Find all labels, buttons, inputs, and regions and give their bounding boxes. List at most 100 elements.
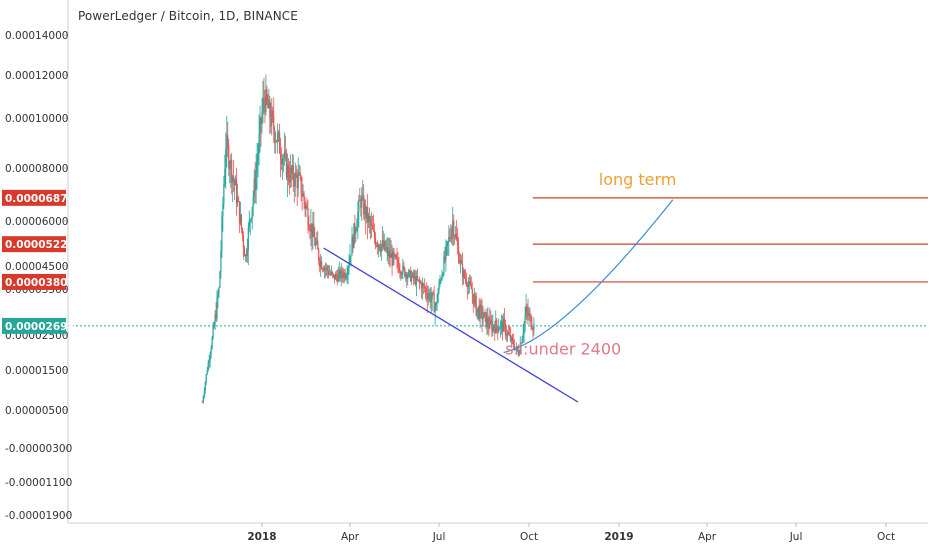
candle-body bbox=[401, 274, 403, 276]
candle-body bbox=[415, 276, 418, 285]
candle-body bbox=[356, 226, 358, 232]
candle-body bbox=[400, 272, 402, 275]
y-tick-label: 0.00014000 bbox=[5, 30, 68, 42]
y-tick-label: -0.00001900 bbox=[5, 510, 72, 522]
candle-body bbox=[232, 176, 234, 183]
candle-body bbox=[486, 317, 488, 327]
annotation-long-term: long term bbox=[599, 170, 677, 189]
x-tick-label: Jul bbox=[432, 531, 446, 543]
candle-body bbox=[393, 251, 395, 257]
candle-body bbox=[205, 374, 207, 383]
candle-body bbox=[355, 231, 357, 234]
candle-body bbox=[221, 216, 223, 251]
candle-body bbox=[398, 266, 400, 272]
candle-body bbox=[451, 228, 453, 239]
candle-body bbox=[305, 206, 307, 208]
candle-body bbox=[502, 318, 505, 332]
candle-body bbox=[273, 115, 275, 130]
candle-body bbox=[506, 332, 509, 336]
candle-body bbox=[372, 229, 375, 231]
candle-body bbox=[290, 167, 292, 174]
candle-body bbox=[380, 245, 382, 252]
candle-body bbox=[390, 253, 392, 258]
candle-body bbox=[533, 323, 535, 330]
candle-body bbox=[368, 216, 371, 220]
candle-body bbox=[458, 261, 461, 263]
candle-body bbox=[250, 218, 252, 220]
candle-body bbox=[313, 224, 315, 237]
candle-body bbox=[282, 158, 285, 159]
candle-body bbox=[490, 319, 492, 323]
candle-body bbox=[343, 272, 345, 278]
candle-body bbox=[382, 240, 384, 248]
candle-body bbox=[275, 140, 277, 143]
candle-body bbox=[522, 333, 524, 339]
candle-body bbox=[320, 260, 322, 268]
candle-body bbox=[387, 247, 389, 257]
candle-body bbox=[414, 276, 417, 285]
candle-body bbox=[508, 334, 511, 336]
candle-body bbox=[505, 335, 508, 336]
candle-body bbox=[368, 216, 370, 223]
candle-body bbox=[378, 244, 380, 250]
candle-body bbox=[256, 162, 258, 171]
candle-body bbox=[351, 236, 353, 256]
candle-body bbox=[237, 198, 240, 202]
trendline bbox=[323, 247, 579, 403]
candle-body bbox=[440, 279, 442, 281]
candle-body bbox=[317, 240, 319, 250]
candle-body bbox=[251, 206, 253, 219]
candle-body bbox=[235, 180, 238, 204]
candle-body bbox=[330, 272, 333, 275]
candle-body bbox=[467, 283, 469, 287]
candle-body bbox=[445, 246, 447, 260]
candle-body bbox=[234, 180, 237, 186]
candle-body bbox=[258, 133, 260, 154]
candle-body bbox=[384, 241, 386, 251]
x-tick-label: Jul bbox=[789, 531, 803, 543]
candle-body bbox=[213, 325, 215, 328]
candle-body bbox=[518, 352, 520, 356]
candle-body bbox=[369, 219, 372, 226]
candle-body bbox=[381, 240, 383, 246]
candle-body bbox=[394, 255, 396, 257]
candle-body bbox=[271, 110, 273, 127]
candle-body bbox=[287, 164, 290, 179]
candle-body bbox=[283, 151, 286, 159]
candle-body bbox=[455, 234, 457, 237]
candle-body bbox=[246, 250, 248, 257]
horizontal-line-badge bbox=[2, 189, 66, 206]
y-tick-label: -0.00000300 bbox=[5, 443, 72, 455]
candle-body bbox=[481, 307, 483, 320]
candle-body bbox=[228, 145, 230, 169]
candle-body bbox=[530, 314, 532, 328]
candle-body bbox=[260, 118, 262, 124]
horizontal-line-badge bbox=[2, 273, 66, 290]
candle-body bbox=[423, 284, 425, 288]
candle-body bbox=[335, 274, 337, 277]
candle-body bbox=[348, 263, 350, 269]
candle-body bbox=[473, 295, 475, 305]
candle-body bbox=[507, 332, 510, 335]
candle-body bbox=[226, 135, 228, 150]
candle-body bbox=[504, 322, 507, 336]
candle-body bbox=[391, 253, 393, 266]
x-tick-label: Oct bbox=[877, 531, 895, 543]
candle-body bbox=[464, 276, 467, 280]
candle-body bbox=[268, 99, 270, 109]
candle-body bbox=[281, 158, 284, 165]
candle-body bbox=[456, 234, 458, 240]
candle-body bbox=[388, 250, 390, 257]
candle-body bbox=[272, 110, 274, 116]
candle-body bbox=[531, 327, 533, 330]
candle-body bbox=[325, 267, 328, 269]
candle-body bbox=[527, 311, 529, 316]
candle-body bbox=[346, 274, 348, 278]
x-tick-label: Apr bbox=[698, 531, 717, 543]
candle-body bbox=[363, 195, 365, 215]
candle-body bbox=[493, 325, 495, 328]
candle-body bbox=[425, 287, 427, 294]
candle-body bbox=[358, 199, 360, 213]
